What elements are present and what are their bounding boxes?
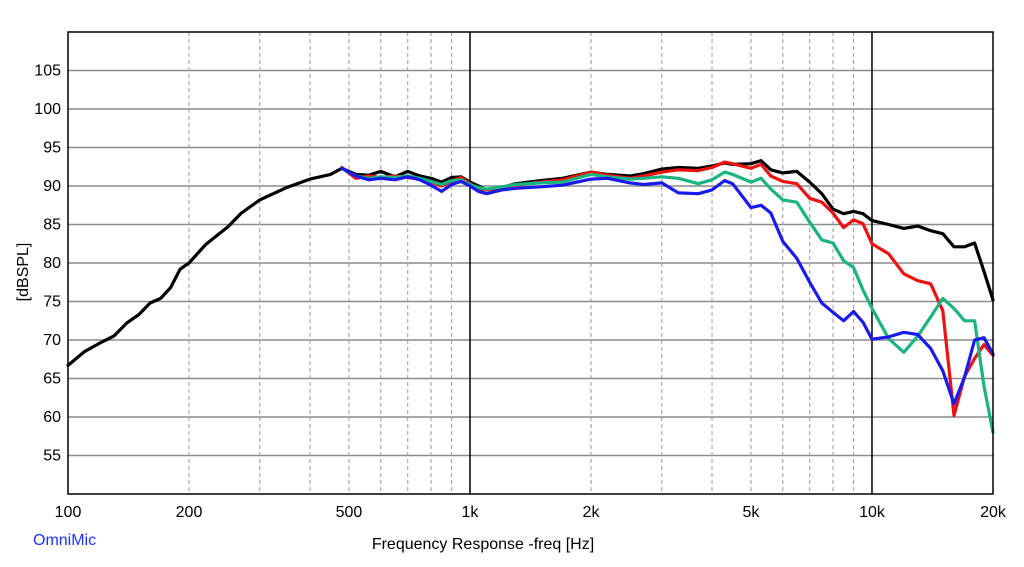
y-tick-label: 85	[43, 217, 61, 234]
x-tick-label: 200	[176, 504, 203, 521]
x-tick-label: 2k	[583, 504, 601, 521]
x-tick-label: 100	[55, 504, 82, 521]
y-tick-labels: 55 60 65 70 75 80 85 90 95 100 105	[34, 63, 61, 465]
response-curve-4	[340, 166, 995, 406]
x-tick-label: 500	[336, 504, 363, 521]
y-tick-label: 80	[43, 255, 61, 272]
response-curve-2	[340, 160, 995, 418]
x-tick-label: 1k	[462, 504, 480, 521]
y-tick-label: 70	[43, 332, 61, 349]
y-tick-label: 90	[43, 178, 61, 195]
y-tick-label: 55	[43, 448, 61, 465]
y-tick-label: 60	[43, 409, 61, 426]
plot-frame	[67, 31, 994, 495]
y-tick-label: 105	[34, 63, 61, 80]
response-curve-3	[340, 166, 995, 434]
y-axis-title: [dBSPL]	[15, 243, 32, 302]
y-tick-label: 65	[43, 371, 61, 388]
x-tick-label: 20k	[980, 504, 1007, 521]
grid	[68, 32, 993, 494]
y-tick-label: 100	[34, 101, 61, 118]
x-tick-labels: 100 200 500 1k 2k 5k 10k 20k	[55, 504, 1007, 521]
x-axis-title: Frequency Response -freq [Hz]	[372, 536, 594, 553]
x-tick-label: 5k	[743, 504, 761, 521]
series-lines	[66, 159, 995, 434]
omnimic-brand-label: OmniMic	[33, 532, 97, 549]
y-tick-label: 95	[43, 140, 61, 157]
x-tick-label: 10k	[859, 504, 886, 521]
y-tick-label: 75	[43, 294, 61, 311]
